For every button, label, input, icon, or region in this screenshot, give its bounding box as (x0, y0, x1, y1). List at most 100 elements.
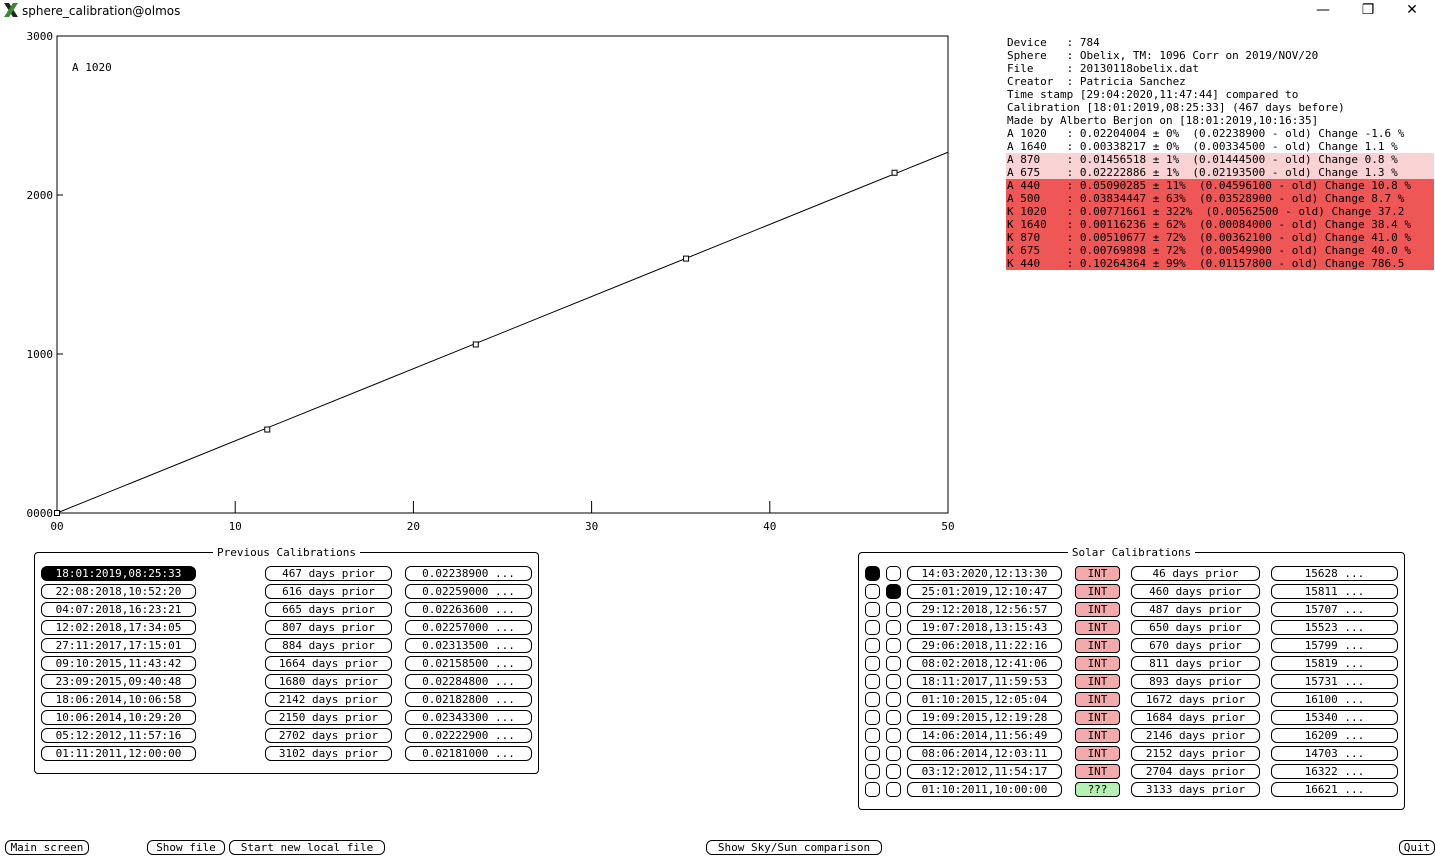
solar-calibration-type-tag[interactable]: INT (1075, 692, 1120, 707)
previous-calibration-date-button[interactable]: 09:10:2015,11:43:42 (41, 656, 196, 671)
solar-select-radio-a[interactable] (865, 746, 880, 761)
solar-calibration-type-tag[interactable]: INT (1075, 620, 1120, 635)
solar-calibration-type-tag[interactable]: INT (1075, 728, 1120, 743)
solar-select-radio-b[interactable] (886, 710, 901, 725)
previous-calibration-date-button[interactable]: 04:07:2018,16:23:21 (41, 602, 196, 617)
solar-select-radio-a[interactable] (865, 692, 880, 707)
solar-select-radio-a[interactable] (865, 728, 880, 743)
solar-select-radio-a[interactable] (865, 602, 880, 617)
solar-calibration-value-button[interactable]: 16209 ... (1271, 728, 1398, 743)
solar-select-radio-b[interactable] (886, 584, 901, 599)
solar-calibration-value-button[interactable]: 15707 ... (1271, 602, 1398, 617)
solar-calibration-date-button[interactable]: 19:09:2015,12:19:28 (907, 710, 1062, 725)
solar-calibration-value-button[interactable]: 15799 ... (1271, 638, 1398, 653)
solar-calibration-type-tag[interactable]: INT (1075, 746, 1120, 761)
solar-calibration-type-tag[interactable]: INT (1075, 710, 1120, 725)
solar-calibration-type-tag[interactable]: INT (1075, 764, 1120, 779)
solar-select-radio-a[interactable] (865, 710, 880, 725)
solar-calibration-date-button[interactable]: 18:11:2017,11:59:53 (907, 674, 1062, 689)
previous-calibration-value-button[interactable]: 0.02158500 ... (405, 656, 532, 671)
solar-calibration-date-button[interactable]: 29:06:2018,11:22:16 (907, 638, 1062, 653)
solar-select-radio-b[interactable] (886, 764, 901, 779)
solar-calibration-prior: 670 days prior (1131, 638, 1260, 653)
previous-calibration-value-button[interactable]: 0.02257000 ... (405, 620, 532, 635)
solar-select-radio-a[interactable] (865, 566, 880, 581)
previous-calibration-value-button[interactable]: 0.02238900 ... (405, 566, 532, 581)
solar-calibration-date-button[interactable]: 03:12:2012,11:54:17 (907, 764, 1062, 779)
previous-calibration-value-button[interactable]: 0.02284800 ... (405, 674, 532, 689)
previous-calibration-value-button[interactable]: 0.02343300 ... (405, 710, 532, 725)
solar-calibration-type-tag[interactable]: INT (1075, 566, 1120, 581)
minimize-button[interactable]: — (1316, 2, 1330, 18)
solar-calibration-value-button[interactable]: 15340 ... (1271, 710, 1398, 725)
solar-calibration-date-button[interactable]: 08:02:2018,12:41:06 (907, 656, 1062, 671)
solar-calibration-date-button[interactable]: 29:12:2018,12:56:57 (907, 602, 1062, 617)
show-sky-sun-comparison-button[interactable]: Show Sky/Sun comparison (706, 840, 882, 855)
solar-calibration-type-tag[interactable]: INT (1075, 656, 1120, 671)
show-file-button[interactable]: Show file (147, 840, 225, 855)
previous-calibration-value-button[interactable]: 0.02259000 ... (405, 584, 532, 599)
solar-select-radio-a[interactable] (865, 620, 880, 635)
solar-select-radio-b[interactable] (886, 566, 901, 581)
solar-calibration-value-button[interactable]: 15811 ... (1271, 584, 1398, 599)
previous-calibration-date-button[interactable]: 27:11:2017,17:15:01 (41, 638, 196, 653)
previous-calibration-date-button[interactable]: 18:06:2014,10:06:58 (41, 692, 196, 707)
solar-select-radio-a[interactable] (865, 674, 880, 689)
previous-calibration-value-button[interactable]: 0.02181000 ... (405, 746, 532, 761)
solar-select-radio-b[interactable] (886, 746, 901, 761)
solar-calibration-type-tag[interactable]: INT (1075, 602, 1120, 617)
solar-select-radio-b[interactable] (886, 638, 901, 653)
solar-calibration-date-button[interactable]: 08:06:2014,12:03:11 (907, 746, 1062, 761)
solar-calibration-date-button[interactable]: 01:10:2015,12:05:04 (907, 692, 1062, 707)
previous-calibration-date-button[interactable]: 18:01:2019,08:25:33 (41, 566, 196, 581)
solar-calibration-type-tag[interactable]: ??? (1075, 782, 1120, 797)
solar-calibration-value-button[interactable]: 16322 ... (1271, 764, 1398, 779)
solar-calibration-value-button[interactable]: 15819 ... (1271, 656, 1398, 671)
solar-select-radio-b[interactable] (886, 620, 901, 635)
restore-button[interactable]: ❐ (1361, 2, 1375, 18)
solar-select-radio-b[interactable] (886, 692, 901, 707)
solar-select-radio-b[interactable] (886, 674, 901, 689)
solar-select-radio-a[interactable] (865, 656, 880, 671)
solar-calibration-type-tag[interactable]: INT (1075, 674, 1120, 689)
solar-calibration-value-button[interactable]: 15523 ... (1271, 620, 1398, 635)
solar-select-radio-a[interactable] (865, 584, 880, 599)
solar-calibration-value-button[interactable]: 15731 ... (1271, 674, 1398, 689)
solar-calibration-prior: 2146 days prior (1131, 728, 1260, 743)
start-new-local-file-button[interactable]: Start new local file (229, 840, 385, 855)
previous-calibration-date-button[interactable]: 22:08:2018,10:52:20 (41, 584, 196, 599)
solar-select-radio-a[interactable] (865, 782, 880, 797)
info-line: Device : 784 (1007, 36, 1100, 49)
previous-calibration-value-button[interactable]: 0.02313500 ... (405, 638, 532, 653)
previous-calibration-value-button[interactable]: 0.02222900 ... (405, 728, 532, 743)
solar-calibration-date-button[interactable]: 14:06:2014,11:56:49 (907, 728, 1062, 743)
solar-calibration-value-button[interactable]: 15628 ... (1271, 566, 1398, 581)
solar-select-radio-a[interactable] (865, 638, 880, 653)
solar-calibration-value-button[interactable]: 16621 ... (1271, 782, 1398, 797)
solar-calibration-value-button[interactable]: 16100 ... (1271, 692, 1398, 707)
close-button[interactable]: ✕ (1406, 2, 1418, 18)
previous-calibration-date-button[interactable]: 10:06:2014,10:29:20 (41, 710, 196, 725)
solar-calibration-type-tag[interactable]: INT (1075, 638, 1120, 653)
main-screen-button[interactable]: Main screen (5, 840, 89, 855)
solar-select-radio-a[interactable] (865, 764, 880, 779)
previous-calibration-date-button[interactable]: 12:02:2018,17:34:05 (41, 620, 196, 635)
solar-calibration-date-button[interactable]: 19:07:2018,13:15:43 (907, 620, 1062, 635)
previous-calibration-date-button[interactable]: 05:12:2012,11:57:16 (41, 728, 196, 743)
solar-calibration-date-button[interactable]: 25:01:2019,12:10:47 (907, 584, 1062, 599)
previous-calibration-date-button[interactable]: 23:09:2015,09:40:48 (41, 674, 196, 689)
solar-calibration-type-tag[interactable]: INT (1075, 584, 1120, 599)
window-title: sphere_calibration@olmos (22, 4, 181, 18)
previous-calibration-value-button[interactable]: 0.02182800 ... (405, 692, 532, 707)
previous-calibration-date-button[interactable]: 01:11:2011,12:00:00 (41, 746, 196, 761)
data-point (683, 255, 690, 262)
solar-calibration-date-button[interactable]: 14:03:2020,12:13:30 (907, 566, 1062, 581)
solar-calibration-date-button[interactable]: 01:10:2011,10:00:00 (907, 782, 1062, 797)
solar-calibration-value-button[interactable]: 14703 ... (1271, 746, 1398, 761)
solar-select-radio-b[interactable] (886, 602, 901, 617)
previous-calibration-value-button[interactable]: 0.02263600 ... (405, 602, 532, 617)
quit-button[interactable]: Quit (1399, 840, 1435, 855)
solar-select-radio-b[interactable] (886, 728, 901, 743)
solar-select-radio-b[interactable] (886, 656, 901, 671)
solar-select-radio-b[interactable] (886, 782, 901, 797)
